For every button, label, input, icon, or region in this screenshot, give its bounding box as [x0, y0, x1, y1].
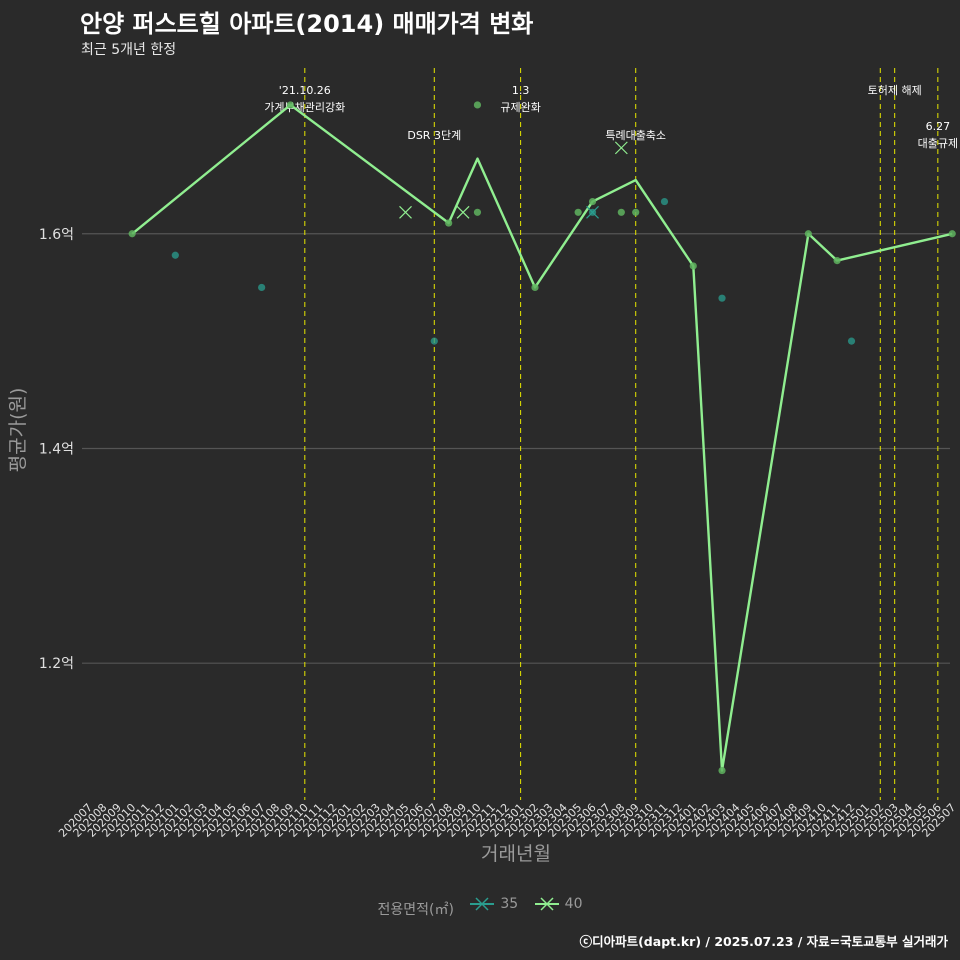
- cross-35: [586, 205, 599, 219]
- legend-item-35: 35: [468, 894, 518, 914]
- cross-40-stroke: [456, 205, 470, 219]
- point-40: [588, 197, 597, 206]
- point-40: [531, 283, 539, 292]
- cross-40-stroke: [614, 141, 628, 155]
- y-axis-title: 평균가(원): [7, 388, 29, 473]
- point-40: [833, 257, 841, 265]
- event-label: 6.27 대출규제: [918, 120, 958, 150]
- y-tick-label: 1.6억: [39, 227, 74, 243]
- line-40: [131, 103, 953, 772]
- y-tick-label: 1.2억: [39, 656, 74, 672]
- point-40: [804, 230, 812, 238]
- point-40: [473, 208, 482, 216]
- event-label: DSR 3단계: [407, 129, 461, 142]
- cross-40: [399, 205, 412, 219]
- y-tick-label: 1.4억: [39, 441, 74, 457]
- legend-item-40: 40: [533, 894, 583, 914]
- event-label: 특례대출축소: [605, 129, 666, 142]
- cross-40: [456, 205, 470, 219]
- point-35: [660, 197, 669, 206]
- legend-swatch-40-icon: [534, 897, 559, 911]
- point-35: [430, 337, 438, 345]
- point-40: [632, 208, 640, 216]
- x-axis-title: 거래년월: [481, 843, 551, 865]
- point-40: [689, 262, 697, 270]
- legend-swatch-35-icon: [470, 897, 495, 911]
- point-35: [718, 294, 726, 302]
- point-40: [473, 101, 482, 109]
- cross-35-stroke: [586, 205, 599, 219]
- chart-subtitle: 최근 5개년 한정: [81, 42, 177, 58]
- point-35: [258, 283, 266, 292]
- cross-40: [614, 141, 628, 155]
- point-40: [948, 230, 956, 238]
- point-35: [847, 337, 856, 345]
- point-40: [445, 219, 453, 227]
- point-35: [171, 251, 179, 259]
- legend-title: 전용면적(㎡): [377, 902, 454, 918]
- point-40: [718, 766, 726, 775]
- point-40: [128, 230, 136, 238]
- source-caption: ⓒ디아파트(dapt.kr) / 2025.07.23 / 자료=국토교통부 실…: [579, 934, 948, 949]
- legend-label-40: 40: [564, 896, 583, 912]
- point-40: [286, 101, 295, 109]
- event-label: 토허제 해제: [868, 83, 922, 97]
- legend: 전용면적(㎡) 35 40: [0, 894, 960, 919]
- cross-40-stroke: [399, 205, 412, 219]
- event-label: 1.3 규제완화: [500, 84, 540, 114]
- chart-title: 안양 퍼스트힐 아파트(2014) 매매가격 변화: [80, 10, 534, 38]
- point-40: [617, 208, 625, 216]
- legend-label-35: 35: [500, 896, 519, 912]
- point-40: [574, 208, 582, 216]
